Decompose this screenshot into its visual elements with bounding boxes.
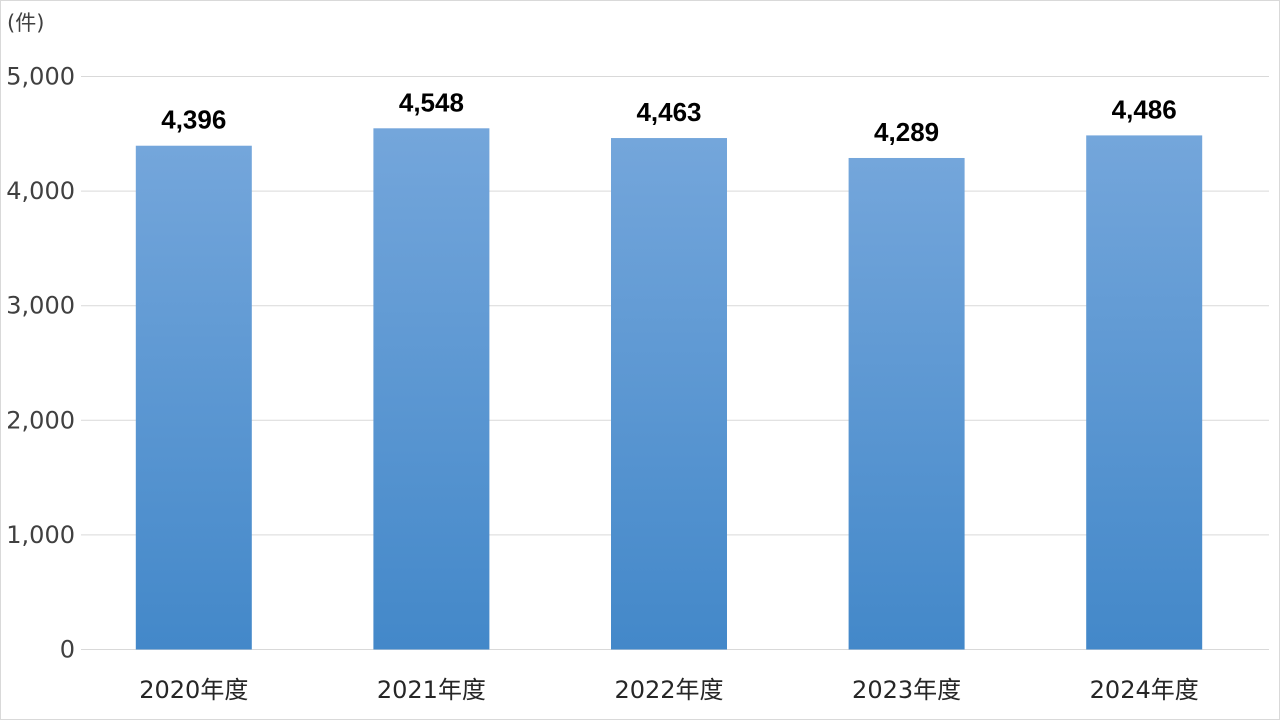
bars bbox=[135, 128, 1203, 650]
y-tick-label: 4,000 bbox=[6, 177, 75, 205]
y-tick-label: 3,000 bbox=[6, 292, 75, 320]
bar-2024年度 bbox=[1086, 135, 1203, 650]
data-label: 4,548 bbox=[399, 87, 464, 117]
data-label: 4,463 bbox=[636, 97, 701, 127]
y-axis-ticks: 0 1,000 2,000 3,000 4,000 5,000 bbox=[6, 63, 75, 664]
bar-2023年度 bbox=[848, 157, 965, 650]
data-label: 4,486 bbox=[1112, 94, 1177, 124]
x-category-label: 2021年度 bbox=[377, 676, 486, 704]
y-tick-label: 5,000 bbox=[6, 63, 75, 91]
x-category-label: 2022年度 bbox=[614, 676, 723, 704]
y-axis-unit-label: (件) bbox=[7, 11, 44, 35]
x-category-label: 2020年度 bbox=[139, 676, 248, 704]
y-tick-label: 2,000 bbox=[6, 406, 75, 434]
y-tick-label: 0 bbox=[60, 636, 75, 664]
bar-2022年度 bbox=[611, 138, 727, 650]
data-label: 4,289 bbox=[874, 117, 939, 147]
x-category-label: 2024年度 bbox=[1090, 676, 1199, 704]
bar-2020年度 bbox=[135, 145, 252, 650]
data-label: 4,396 bbox=[161, 105, 226, 135]
bar-2021年度 bbox=[373, 128, 490, 650]
x-category-label: 2023年度 bbox=[852, 676, 961, 704]
data-labels: 4,396 4,548 4,463 4,289 4,486 bbox=[161, 87, 1176, 147]
x-axis-labels: 2020年度 2021年度 2022年度 2023年度 2024年度 bbox=[139, 676, 1198, 704]
y-tick-label: 1,000 bbox=[6, 521, 75, 549]
